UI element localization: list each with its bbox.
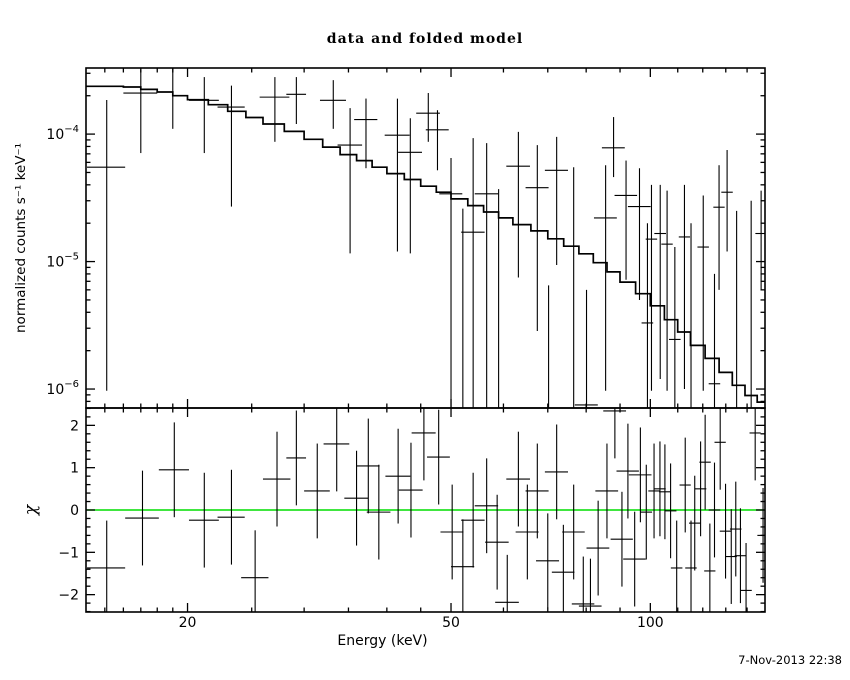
y-tick-label: 10−4	[46, 124, 79, 143]
chi-tick-label: −2	[58, 588, 79, 604]
panel-frames	[85, 67, 766, 613]
y-tick-label: 10−5	[46, 252, 79, 271]
y-axis-label-top: normalized counts s⁻¹ keV⁻¹	[13, 143, 29, 333]
x-tick-label: 100	[637, 615, 664, 631]
tick-labels: 20 50 100 10−4 10−5 10−6 −2 −1 0 1 2	[46, 124, 663, 631]
plot-title: data and folded model	[326, 31, 524, 47]
axis-ticks	[86, 68, 765, 613]
spectrum-data-points	[87, 68, 765, 408]
chi-tick-label: 2	[70, 418, 79, 434]
chi-tick-label: −1	[58, 545, 79, 561]
chi-tick-label: 0	[70, 503, 79, 519]
x-tick-label: 50	[442, 615, 460, 631]
x-tick-label: 20	[179, 615, 197, 631]
residual-points	[87, 408, 765, 612]
chi-tick-label: 1	[70, 461, 79, 477]
plot-timestamp: 7-Nov-2013 22:38	[738, 653, 842, 667]
x-axis-label: Energy (keV)	[337, 633, 428, 649]
y-tick-label: 10−6	[46, 379, 79, 398]
y-axis-label-chi: χ	[21, 504, 41, 516]
